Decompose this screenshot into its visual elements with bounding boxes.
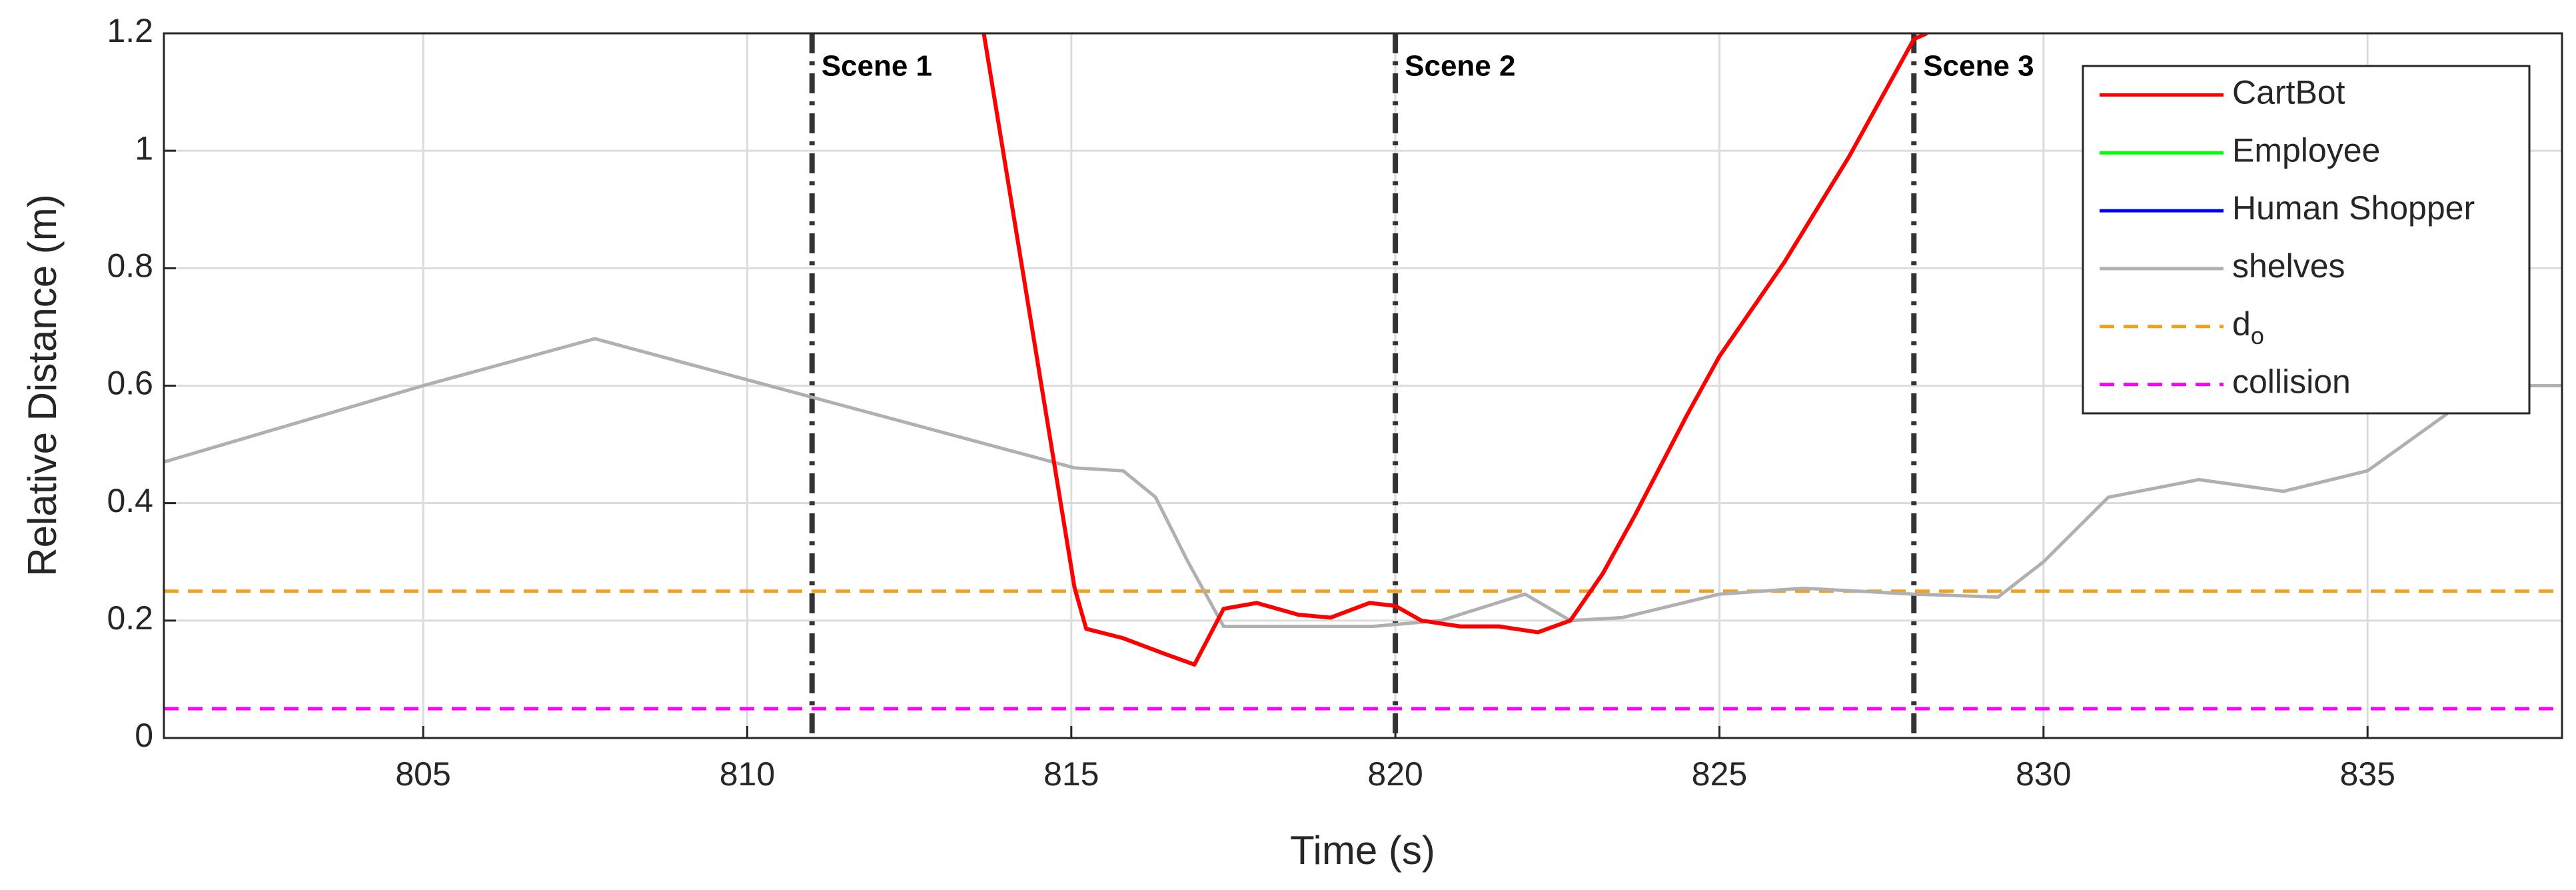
- x-tick-label: 805: [395, 755, 450, 793]
- scene-label: Scene 2: [1405, 50, 1515, 83]
- y-tick-label: 0: [135, 717, 153, 754]
- x-tick-label: 825: [1692, 755, 1747, 793]
- legend-label-text: Employee: [2232, 131, 2380, 169]
- legend-label: Employee: [2232, 131, 2380, 169]
- y-tick-label: 0.4: [107, 482, 153, 519]
- legend-label-subscript: o: [2251, 321, 2264, 349]
- legend-label-text: collision: [2232, 363, 2351, 401]
- y-tick-label: 0.6: [107, 365, 153, 402]
- axes-box: [163, 32, 2563, 739]
- y-axis-label: Relative Distance (m): [20, 194, 65, 577]
- legend-label: CartBot: [2232, 74, 2345, 111]
- x-tick-label: 830: [2016, 755, 2071, 793]
- plot-area: [164, 33, 2562, 738]
- y-tick-label: 1.2: [107, 12, 153, 49]
- y-tick-label: 1: [135, 129, 153, 167]
- y-tick-label: 0.8: [107, 247, 153, 285]
- legend-label-text: shelves: [2232, 247, 2345, 285]
- scene-label: Scene 1: [822, 50, 932, 83]
- x-tick-label: 810: [720, 755, 775, 793]
- series-line: [981, 33, 1928, 667]
- legend-label: do: [2232, 305, 2264, 349]
- y-tick-label: 0.2: [107, 599, 153, 637]
- legend-label-text: Human Shopper: [2232, 189, 2475, 227]
- legend-box: [2082, 65, 2531, 415]
- scene-label: Scene 3: [1923, 50, 2034, 83]
- legend-label: collision: [2232, 363, 2351, 401]
- x-tick-label: 835: [2339, 755, 2395, 793]
- x-tick-label: 820: [1367, 755, 1423, 793]
- x-axis-label: Time (s): [1290, 828, 1435, 873]
- legend-label-text: CartBot: [2232, 74, 2345, 111]
- series-line: [164, 337, 2562, 629]
- x-tick-label: 815: [1043, 755, 1099, 793]
- legend-label-text: d: [2232, 305, 2251, 343]
- legend-label: Human Shopper: [2232, 189, 2475, 227]
- legend-label: shelves: [2232, 247, 2345, 285]
